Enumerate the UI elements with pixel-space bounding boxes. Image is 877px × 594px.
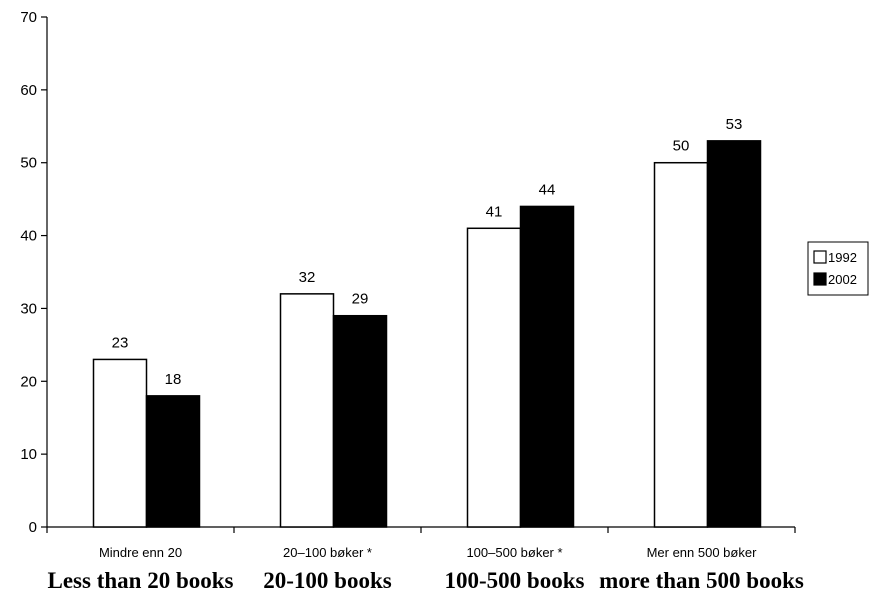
x-axis	[46, 526, 796, 533]
category-english-label: 20-100 books	[263, 568, 391, 593]
data-label: 53	[726, 116, 743, 133]
legend-label: 1992	[828, 250, 857, 265]
bar-1992-2	[466, 227, 522, 528]
y-tick-label: 0	[29, 519, 37, 536]
y-tick-label: 20	[20, 373, 37, 390]
y-tick-label: 30	[20, 300, 37, 317]
data-labels: 23 18 32 29 41 44 50 53	[112, 116, 743, 388]
y-tick-label: 40	[20, 228, 37, 245]
y-tick-label: 50	[20, 155, 37, 172]
data-label: 18	[165, 371, 182, 388]
legend-label: 2002	[828, 272, 857, 287]
y-axis: 0 10 20 30 40 50 60 70	[20, 9, 48, 536]
legend-swatch-2002	[813, 272, 827, 286]
category-labels: Mindre enn 20 Less than 20 books 20–100 bø…	[48, 545, 804, 593]
bars	[92, 140, 762, 528]
data-label: 29	[352, 291, 369, 308]
category-label: 100–500 bøker *	[466, 545, 562, 560]
data-label: 50	[673, 138, 690, 155]
bar-2002-3	[706, 140, 762, 528]
y-tick-label: 70	[20, 9, 37, 26]
category-english-label: Less than 20 books	[48, 568, 234, 593]
category-label: Mindre enn 20	[99, 545, 182, 560]
bar-1992-0	[92, 358, 148, 528]
y-tick-label: 10	[20, 446, 37, 463]
category-label: 20–100 bøker *	[283, 545, 372, 560]
data-label: 23	[112, 334, 129, 351]
category-english-label: 100-500 books	[445, 568, 585, 593]
bar-2002-0	[145, 395, 201, 528]
bar-1992-1	[279, 293, 335, 528]
legend: 1992 2002	[807, 241, 869, 296]
data-label: 32	[299, 269, 316, 286]
legend-swatch-1992	[813, 250, 827, 264]
bar-1992-3	[653, 161, 709, 528]
category-label: Mer enn 500 bøker	[647, 545, 758, 560]
bar-2002-1	[332, 314, 388, 528]
category-english-label: more than 500 books	[599, 568, 804, 593]
data-label: 44	[539, 181, 556, 198]
y-tick-label: 60	[20, 82, 37, 99]
data-label: 41	[486, 203, 503, 220]
bar-2002-2	[519, 205, 575, 528]
